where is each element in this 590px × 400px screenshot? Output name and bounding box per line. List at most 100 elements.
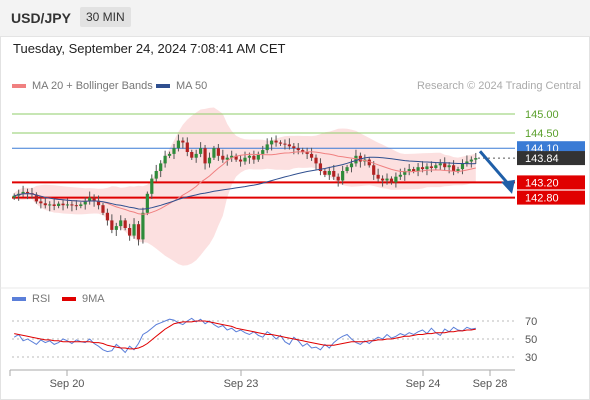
x-tick-label-sep-23: Sep 23 — [224, 378, 259, 390]
candle-body — [287, 144, 291, 147]
symbol-label: USD/JPY — [11, 10, 71, 26]
candle-body — [341, 171, 345, 181]
rsi-swatch — [12, 297, 26, 301]
ma50-line — [14, 156, 476, 210]
candle-body — [394, 176, 398, 183]
level-label-145-00: 145.00 — [525, 109, 559, 121]
candle-body — [318, 163, 323, 171]
candle-body — [141, 212, 145, 240]
candle-body — [52, 204, 56, 206]
candle-body — [469, 159, 473, 162]
candle-body — [34, 194, 39, 202]
candle-body — [83, 201, 87, 205]
candle-body — [332, 171, 336, 177]
candle-body — [114, 226, 118, 230]
legend-rsi: RSI — [12, 293, 50, 305]
candle-body — [314, 157, 318, 164]
candle-body — [443, 163, 447, 168]
candle-body — [434, 165, 438, 168]
candle-body — [105, 212, 110, 221]
candle-body — [278, 142, 283, 144]
legend-ma50: MA 50 — [156, 80, 207, 92]
x-tick-label-sep-24: Sep 24 — [406, 378, 441, 390]
candle-body — [70, 204, 74, 206]
candle-body — [305, 152, 309, 154]
candle-body — [185, 142, 189, 152]
candle-body — [225, 157, 229, 160]
candle-body — [309, 153, 314, 158]
level-label-143-20: 143.20 — [525, 177, 559, 189]
candle-body — [376, 174, 380, 179]
candle-body — [216, 148, 220, 156]
ma50-label: MA 50 — [176, 80, 208, 92]
candle-body — [265, 144, 269, 151]
candle-body — [372, 165, 376, 175]
date-line: Tuesday, September 24, 2024 7:08:41 AM C… — [13, 41, 286, 56]
candle-body — [247, 155, 252, 158]
candle-body — [416, 167, 420, 171]
level-label-bg-142-80 — [517, 190, 585, 205]
candle-body — [92, 197, 96, 201]
candle-body — [474, 158, 478, 160]
candle-body — [199, 148, 203, 154]
candle-body — [74, 205, 78, 207]
x-tick-label-sep-28: Sep 28 — [473, 378, 508, 390]
candle-body — [451, 165, 456, 171]
candle-body — [380, 178, 385, 181]
candle-body — [292, 146, 296, 149]
candle-body — [48, 204, 52, 206]
candle-body — [367, 159, 371, 166]
rsi-series-9ma — [14, 320, 476, 350]
level-label-bg-143-20 — [517, 175, 585, 190]
ma20-swatch — [12, 84, 26, 88]
candle-body — [132, 224, 136, 236]
candle-body — [385, 178, 389, 181]
candle-body — [243, 157, 247, 162]
candle-body — [88, 197, 92, 202]
candle-body — [12, 195, 16, 198]
candle-body — [447, 165, 451, 168]
rsi-tick-label-50: 50 — [525, 334, 537, 346]
ma50-swatch — [156, 84, 170, 88]
candle-body — [389, 178, 394, 183]
candle-body — [438, 163, 442, 166]
candle-body — [176, 140, 181, 149]
candle-body — [167, 153, 172, 156]
candle-body — [323, 171, 327, 175]
candle-body — [150, 178, 154, 194]
candle-body — [398, 174, 402, 177]
candle-body — [61, 203, 65, 206]
candle-body — [203, 148, 207, 164]
candle-body — [25, 191, 30, 194]
candle-body — [110, 220, 114, 230]
legend-ma20: MA 20 + Bollinger Bands — [12, 80, 153, 92]
candle-body — [21, 191, 25, 194]
candle-body — [327, 171, 331, 175]
candle-body — [136, 224, 141, 240]
candle-body — [270, 140, 274, 145]
candle-body — [159, 163, 163, 171]
candle-body — [234, 155, 238, 160]
candle-body — [123, 220, 127, 228]
timeframe-badge[interactable]: 30 MIN — [80, 7, 131, 27]
candle-body — [403, 171, 407, 175]
candle-body — [261, 150, 265, 154]
candle-body — [354, 155, 358, 164]
9ma-label: 9MA — [82, 293, 105, 305]
candle-body — [283, 143, 287, 145]
candle-body — [43, 203, 47, 206]
candle-body — [420, 167, 425, 170]
chart-header: USD/JPY 30 MIN — [0, 0, 590, 37]
candle-body — [221, 155, 225, 160]
candle-body — [194, 153, 198, 158]
candle-body — [238, 159, 243, 162]
candle-body — [119, 220, 123, 227]
copyright: Research © 2024 Trading Central — [416, 80, 581, 92]
candle-body — [190, 152, 194, 158]
candle-body — [256, 153, 260, 160]
candle-body — [425, 166, 429, 170]
candle-body — [456, 169, 460, 171]
candle-body — [154, 171, 158, 179]
level-label-143-84: 143.84 — [525, 153, 559, 165]
